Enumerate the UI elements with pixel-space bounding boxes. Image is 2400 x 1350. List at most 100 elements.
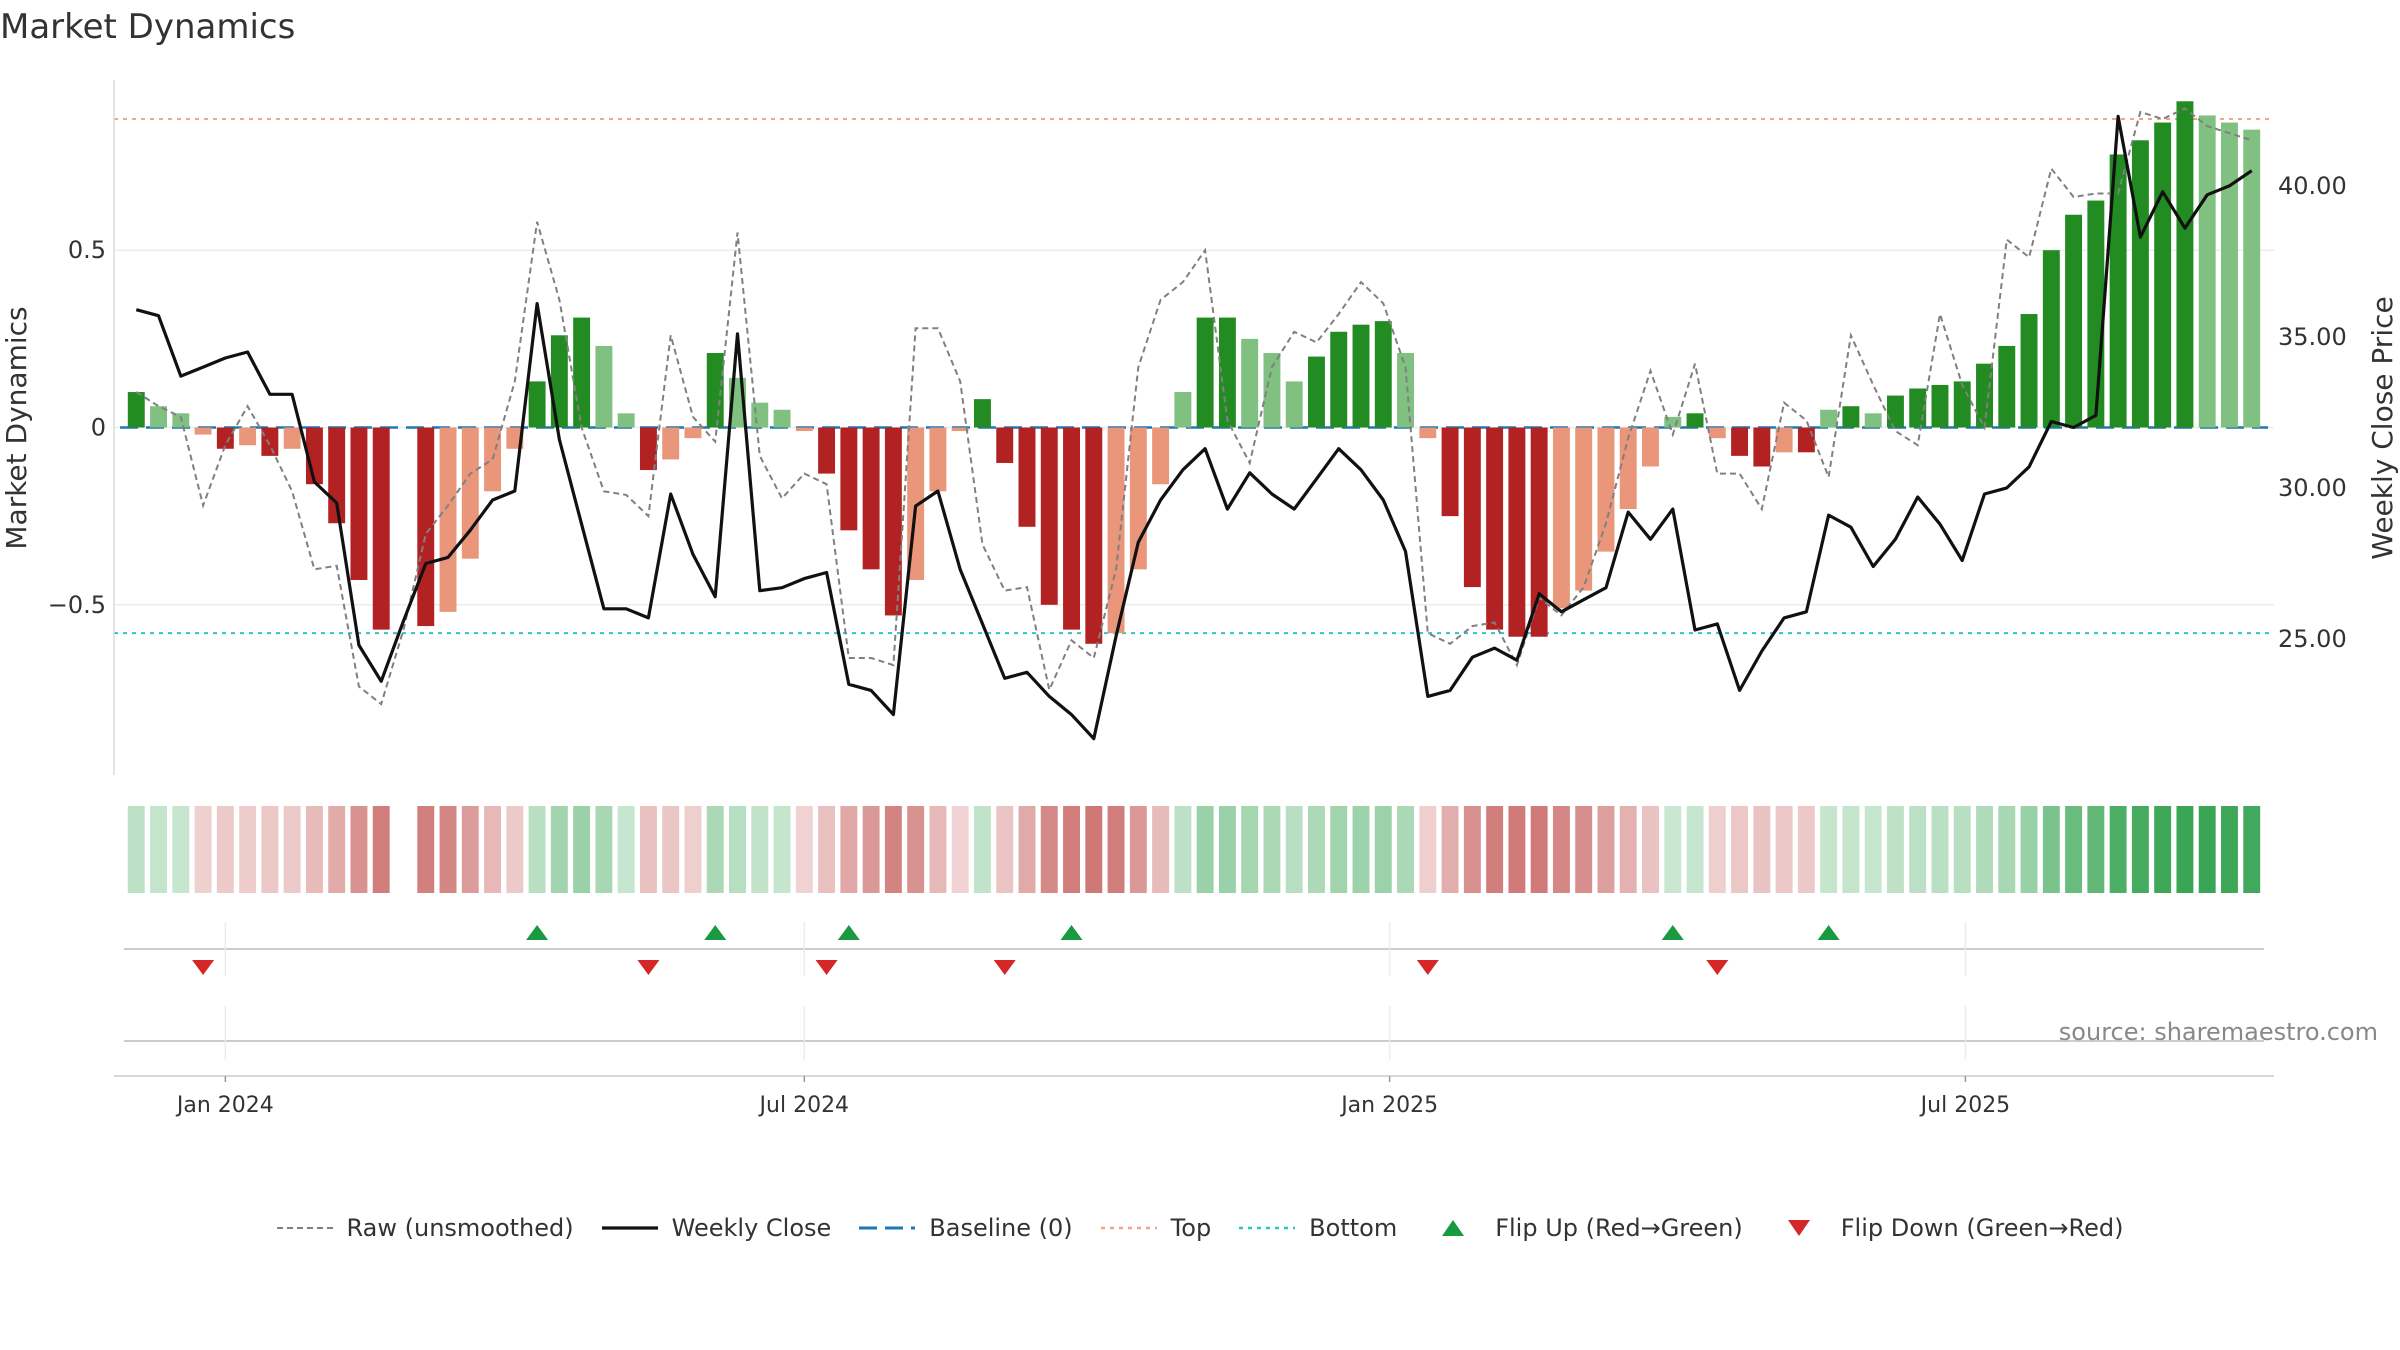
momentum-bar [818,427,836,474]
legend-item: Flip Up (Red→Green) [1425,1214,1743,1242]
regime-cell [1374,806,1392,893]
legend-flip-up-marker [1442,1220,1465,1236]
regime-cell [973,806,991,893]
regime-cell [1909,806,1927,893]
weekly-close-line [135,114,2253,741]
regime-cell [1953,806,1971,893]
momentum-bar [1820,409,1838,428]
regime-cell [1797,806,1815,893]
regime-cell [1820,806,1838,893]
regime-cell [1642,806,1659,893]
momentum-bar [261,427,279,456]
regime-cell [1597,806,1615,893]
regime-cell [1441,806,1459,893]
regime-cell [1931,806,1949,893]
momentum-bar [417,427,435,627]
momentum-bar [216,427,234,449]
flip-down-marker [815,960,838,975]
momentum-bar [1931,384,1949,428]
momentum-bar [1864,413,1882,428]
momentum-bar [929,427,947,492]
momentum-bar [350,427,368,580]
y2-tick-label: 30.00 [2278,474,2347,502]
regime-cell [884,806,902,893]
legend-label: Flip Up (Red→Green) [1495,1214,1743,1242]
regime-cell [1575,806,1593,893]
flip-up-marker [837,925,860,940]
regime-cell [1040,806,1058,893]
momentum-bars [127,101,2261,644]
momentum-bar [2065,214,2083,428]
momentum-bar [2020,314,2038,428]
x-axis-ticks: Jan 2024 Jul 2024 Jan 2025 Jul 2025 [114,922,2274,1118]
regime-cell [1308,806,1325,893]
momentum-bar [996,427,1014,463]
regime-cell [2221,806,2238,893]
momentum-bar [884,427,902,616]
legend-label: Raw (unsmoothed) [346,1214,574,1242]
momentum-bar [127,392,145,428]
regime-cell [2154,806,2172,893]
momentum-bar [573,317,591,428]
y-tick-label: 0.5 [68,236,106,264]
regime-cell [2176,806,2194,893]
momentum-bar [1419,427,1437,439]
regime-cell [1018,806,1036,893]
momentum-bar [639,427,657,471]
x-tick-label: Jan 2024 [175,1093,274,1118]
y2-tick-label: 25.00 [2278,625,2347,653]
regime-cell [1397,806,1415,893]
axes: 0.5 0 −0.5 40.00 35.00 30.00 25.00 [48,80,2347,775]
regime-cell [328,806,346,893]
momentum-bar [795,427,813,432]
momentum-bar [1486,427,1504,630]
x-tick-label: Jan 2025 [1339,1093,1438,1118]
momentum-bar [1330,331,1348,428]
regime-cell [795,806,813,893]
regime-cell [1664,806,1682,893]
regime-cell [506,806,524,893]
momentum-bar [1085,427,1103,644]
momentum-bar [1642,427,1659,467]
legend-label: Top [1170,1214,1212,1242]
legend-item: Top [1100,1214,1212,1242]
momentum-bar [1397,353,1415,428]
regime-cell [550,806,568,893]
legend-item: Bottom [1239,1214,1397,1242]
momentum-bar [2243,129,2261,428]
momentum-bar [1953,381,1971,428]
regime-cell [1129,806,1147,893]
momentum-bar [662,427,680,460]
momentum-bar [1664,416,1682,428]
momentum-bar [1775,427,1793,453]
legend-swatch [1442,1220,1465,1236]
regime-cell [1508,806,1526,893]
regime-cell [862,806,880,893]
momentum-bar [1174,392,1192,428]
legend-label: Baseline (0) [929,1214,1073,1242]
momentum-bar [1575,427,1593,591]
regime-cell [751,806,769,893]
regime-cell [1708,806,1726,893]
regime-cell [729,806,746,893]
regime-cell [662,806,680,893]
regime-cell [2198,806,2216,893]
legend-item: Flip Down (Green→Red) [1771,1214,2124,1242]
regime-cell [1686,806,1704,893]
legend-swatch [1239,1226,1296,1230]
regime-cell [1152,806,1170,893]
momentum-bar [951,427,969,432]
momentum-bar [2042,250,2060,428]
regime-cell [172,806,190,893]
flip-down-marker [192,960,215,975]
momentum-bar [1686,413,1704,428]
flip-markers [124,925,2264,1042]
momentum-bar [528,381,546,428]
regime-cell [439,806,457,893]
regime-cell [951,806,969,893]
momentum-bar [1063,427,1080,630]
regime-cell [528,806,546,893]
legend-item: Baseline (0) [859,1214,1073,1242]
momentum-bar [1218,317,1236,428]
